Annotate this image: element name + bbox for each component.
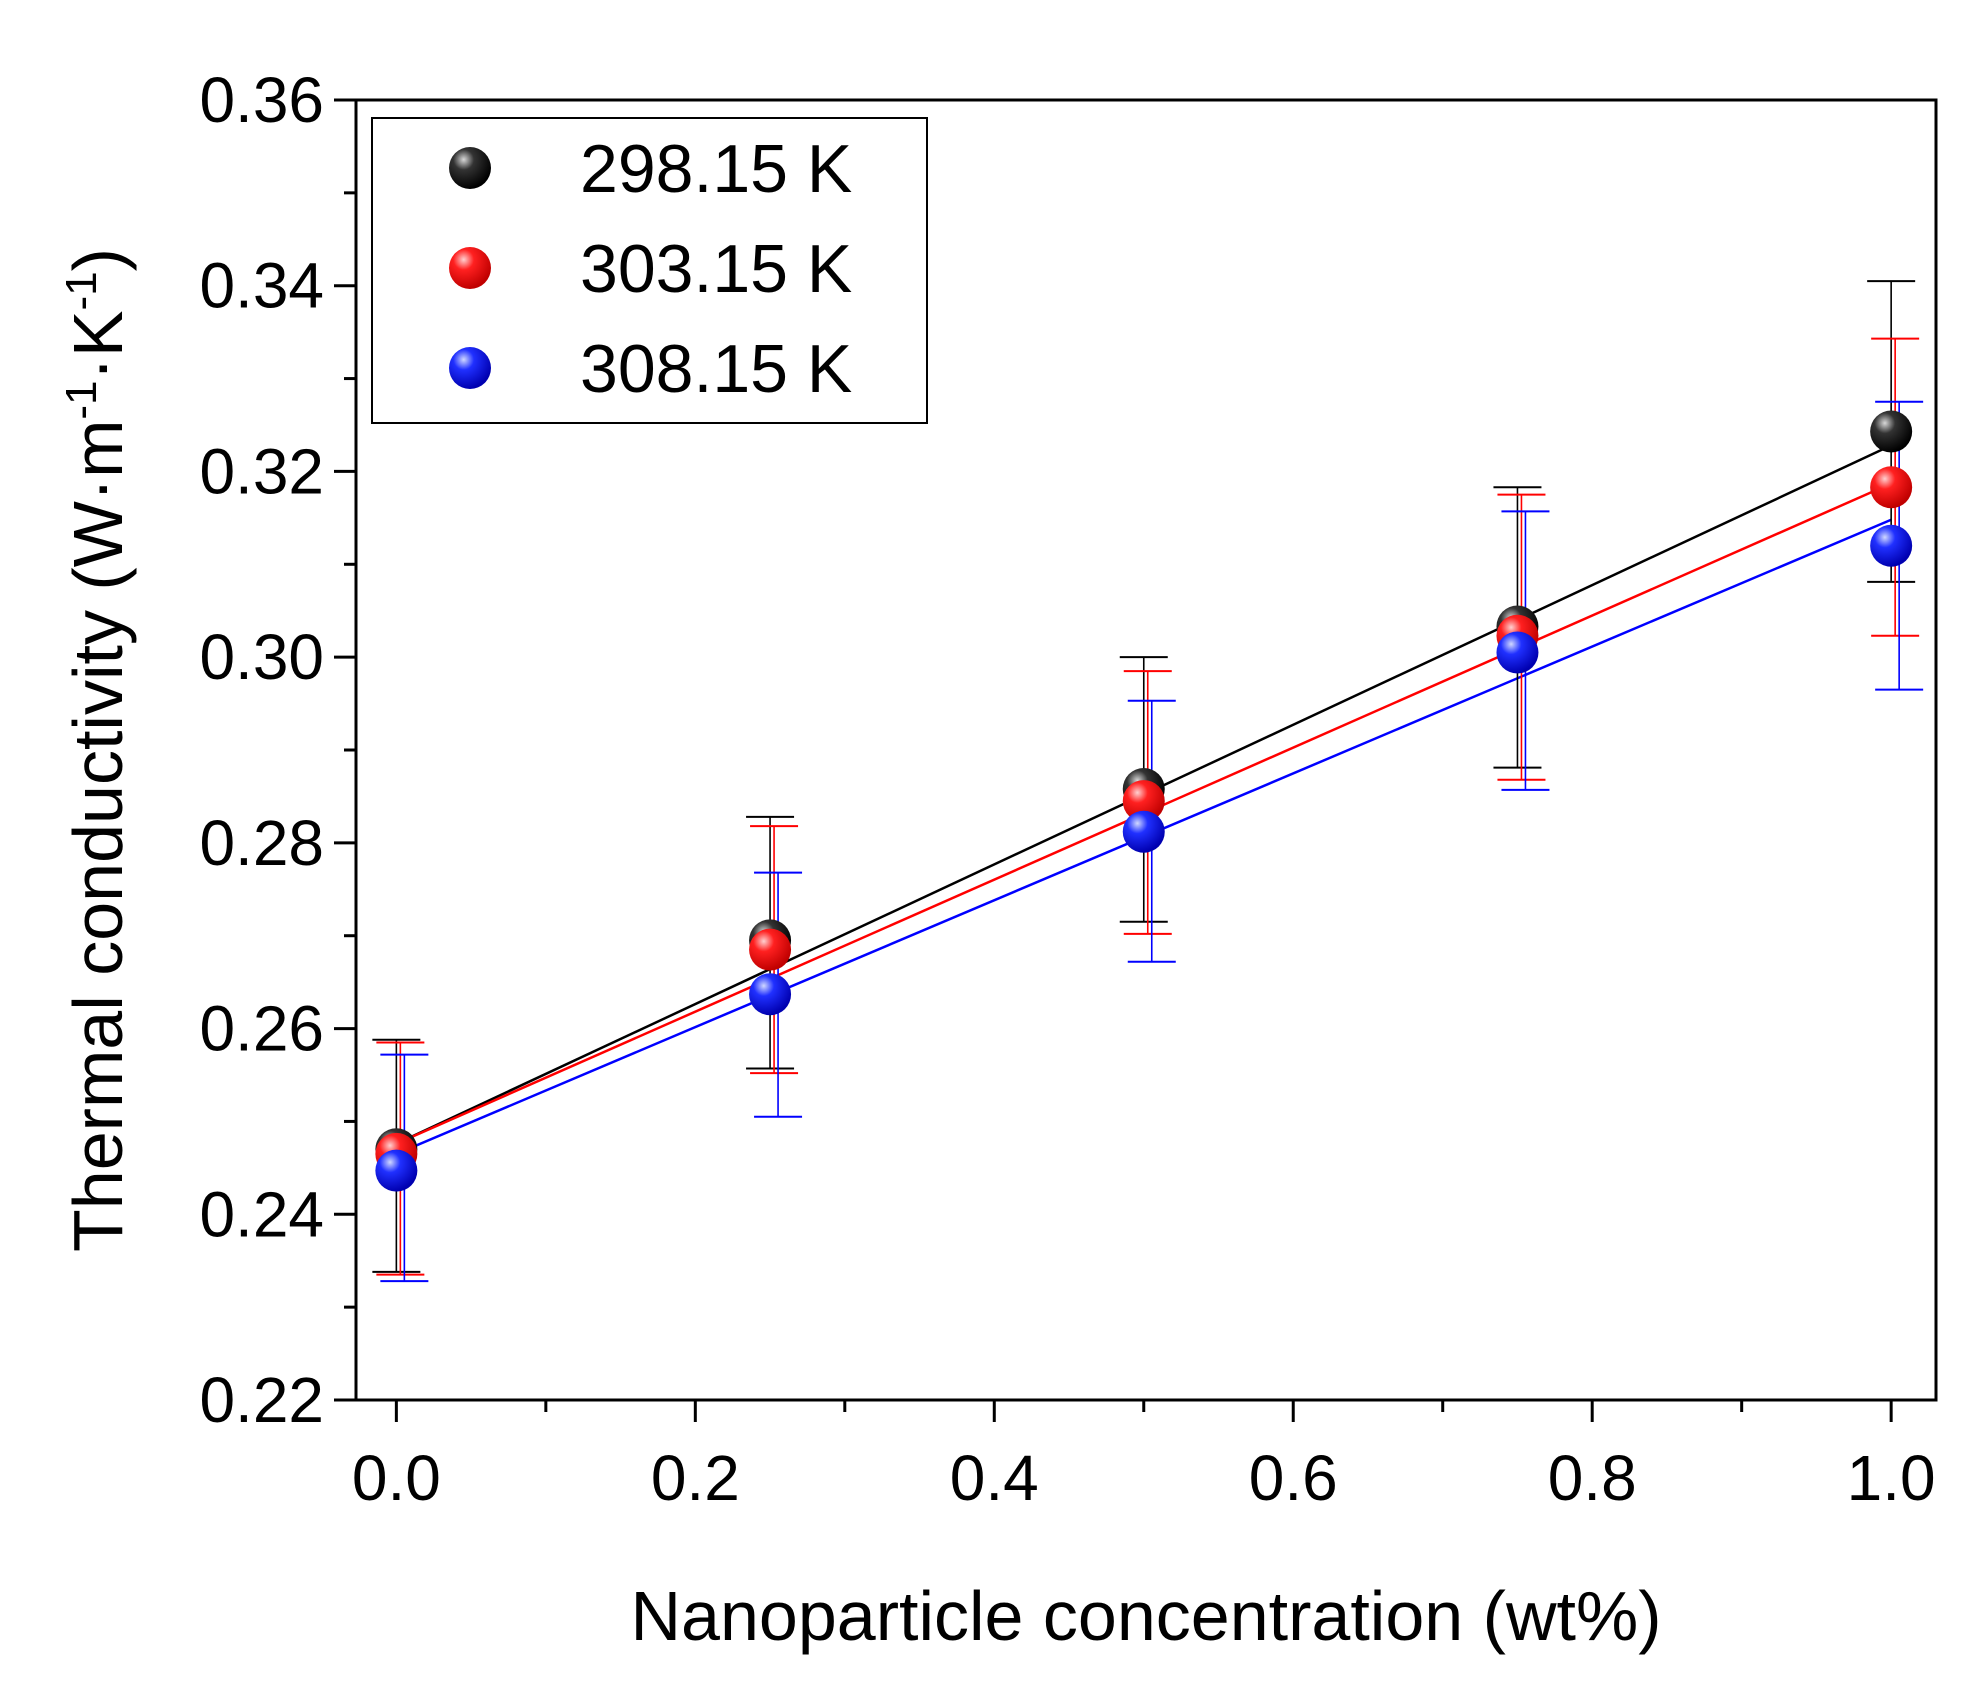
y-axis-title: Thermal conductivity (W·m-1·K-1)	[57, 248, 137, 1252]
y-axis-title-sup2: -1	[57, 271, 106, 310]
y-tick-label: 0.28	[199, 807, 324, 879]
y-tick-label: 0.26	[199, 993, 324, 1065]
x-tick-label: 0.6	[1249, 1442, 1338, 1514]
y-tick-label: 0.30	[199, 621, 324, 693]
y-axis-title-sup1: -1	[57, 380, 106, 419]
data-point	[1870, 466, 1913, 509]
data-point	[1870, 524, 1913, 567]
y-tick-label: 0.24	[199, 1178, 324, 1250]
data-point	[1122, 780, 1165, 823]
plot-frame	[354, 98, 1938, 1402]
x-tick-label: 0.0	[352, 1442, 441, 1514]
legend-label: 308.15 K	[580, 331, 852, 407]
data-point	[375, 1149, 418, 1192]
y-axis-title-main: Thermal conductivity (W·m	[59, 420, 137, 1252]
data-point	[749, 973, 792, 1016]
y-tick-label: 0.36	[199, 64, 324, 136]
legend-marker	[449, 147, 491, 189]
x-tick-label: 0.4	[950, 1442, 1039, 1514]
y-axis-title-end: )	[59, 248, 137, 271]
data-point	[1496, 631, 1539, 674]
x-tick-label: 1.0	[1847, 1442, 1936, 1514]
y-tick-label: 0.34	[199, 250, 324, 322]
data-point	[1870, 410, 1913, 453]
x-tick-label: 0.2	[651, 1442, 740, 1514]
data-point	[749, 928, 792, 971]
legend-label: 303.15 K	[580, 231, 852, 307]
data-point	[1122, 810, 1165, 853]
legend-label: 298.15 K	[580, 131, 852, 207]
ticks-layer: 0.0 0.2 0.4 0.6 0.8 1.0 0.22 0.24 0.26 0.28 0.30 0.…	[199, 64, 1935, 1514]
y-axis-title-mid: ·K	[59, 310, 137, 380]
y-tick-label: 0.22	[199, 1364, 324, 1436]
data-points-layer	[375, 410, 1913, 1192]
legend-marker	[449, 347, 491, 389]
x-tick-label: 0.8	[1548, 1442, 1637, 1514]
legend: 298.15 K 303.15 K 308.15 K	[371, 117, 928, 424]
y-tick-label: 0.32	[199, 435, 324, 507]
x-axis-title: Nanoparticle concentration (wt%)	[630, 1577, 1661, 1655]
legend-marker	[449, 247, 491, 289]
